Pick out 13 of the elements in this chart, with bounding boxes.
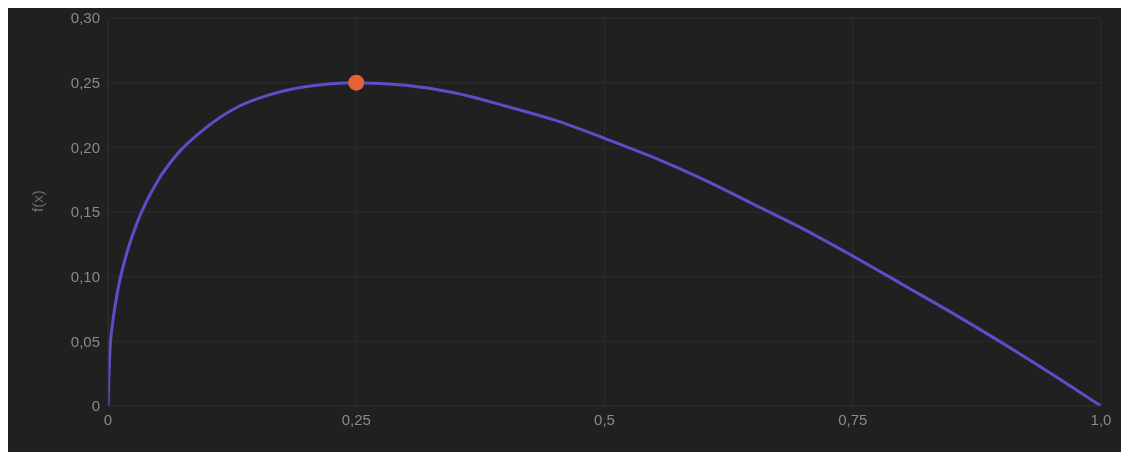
x-tick-label: 0,75 — [838, 410, 868, 428]
y-tick-label: 0 — [91, 397, 100, 415]
y-tick-label: 0,25 — [70, 73, 100, 91]
y-tick-label: 0,10 — [70, 267, 100, 285]
x-tick-label: 1,0 — [1090, 410, 1112, 428]
x-tick-label: 0,5 — [594, 410, 615, 428]
y-tick-label: 0,20 — [70, 138, 100, 156]
y-axis-title: f(x) — [29, 190, 47, 212]
y-tick-label: 0,15 — [70, 203, 100, 221]
y-tick-label: 0,30 — [70, 9, 100, 27]
y-tick-label: 0,05 — [70, 332, 100, 350]
x-tick-label: 0,25 — [341, 410, 371, 428]
x-tick-label: 0 — [103, 410, 113, 428]
